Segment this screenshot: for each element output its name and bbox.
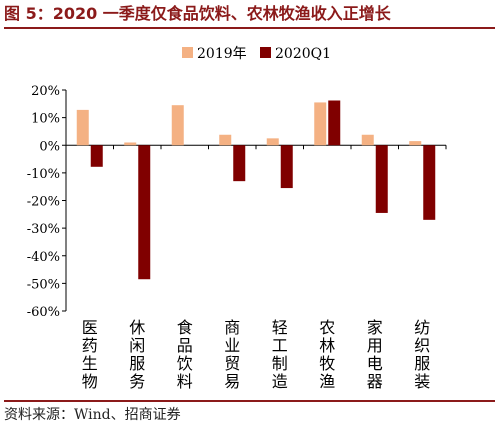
category-label-char: 电 xyxy=(367,354,383,373)
category-label-char: 装 xyxy=(414,372,430,391)
bar-2020q1 xyxy=(328,100,341,146)
y-tick-label: 0% xyxy=(39,139,60,154)
bar-2019 xyxy=(219,134,232,146)
category-label-char: 易 xyxy=(224,372,240,391)
category-label-char: 食 xyxy=(177,318,193,337)
y-tick-label: 10% xyxy=(31,112,60,127)
bar-2019 xyxy=(124,142,137,146)
y-tick-label: -40% xyxy=(27,250,60,265)
category-label-char: 业 xyxy=(224,336,240,355)
category-label-char: 轻 xyxy=(272,318,288,337)
category-label-char: 药 xyxy=(82,336,98,355)
category-label-char: 物 xyxy=(82,372,98,391)
category-label-char: 服 xyxy=(414,354,430,373)
bar-2020q1 xyxy=(423,145,436,220)
category-label-char: 牧 xyxy=(319,354,335,373)
legend-swatch xyxy=(260,47,271,58)
category-label-char: 林 xyxy=(319,336,335,355)
bar-2020q1 xyxy=(233,145,246,182)
bar-2020q1 xyxy=(90,145,103,167)
bar-2020q1 xyxy=(138,145,151,280)
category-label-char: 制 xyxy=(272,354,288,373)
y-tick-label: -50% xyxy=(27,277,60,292)
category-label-char: 农 xyxy=(319,318,335,337)
category-label-char: 织 xyxy=(414,336,430,355)
y-tick-label: 20% xyxy=(31,84,60,99)
category-label-char: 闲 xyxy=(129,336,145,355)
category-label-char: 工 xyxy=(272,336,288,355)
category-label-char: 饮 xyxy=(177,354,193,373)
y-tick-label: -60% xyxy=(27,305,60,320)
bar-2019 xyxy=(266,138,279,146)
bar-2019 xyxy=(361,134,374,146)
legend-label: 2020Q1 xyxy=(275,46,331,62)
y-tick-label: -10% xyxy=(27,167,60,182)
category-label-char: 器 xyxy=(367,372,383,391)
source-note: 资料来源：Wind、招商证券 xyxy=(4,400,495,430)
category-label-char: 医 xyxy=(82,318,98,337)
bar-2020q1 xyxy=(280,145,293,189)
category-label-char: 造 xyxy=(272,372,288,391)
category-label-char: 贸 xyxy=(224,354,240,373)
category-label-char: 服 xyxy=(129,354,145,373)
legend-label: 2019年 xyxy=(197,46,247,62)
category-label-char: 渔 xyxy=(319,372,335,391)
y-tick-label: -30% xyxy=(27,222,60,237)
bar-2019 xyxy=(76,109,89,146)
chart-title: 图 5：2020 一季度仅食品饮料、农林牧渔收入正增长 xyxy=(4,3,495,29)
category-label-char: 生 xyxy=(82,354,98,373)
bar-2019 xyxy=(314,102,327,146)
legend-swatch xyxy=(182,47,193,58)
y-tick-label: -20% xyxy=(27,195,60,210)
category-label-char: 家 xyxy=(367,318,383,337)
bar-2019 xyxy=(409,141,422,146)
bar-2019 xyxy=(171,105,184,146)
category-label-char: 用 xyxy=(367,336,383,355)
category-label-char: 纺 xyxy=(414,318,430,337)
category-label-char: 商 xyxy=(224,318,240,337)
category-label-char: 休 xyxy=(129,318,145,337)
category-label-char: 品 xyxy=(177,336,193,355)
category-label-char: 料 xyxy=(177,372,193,391)
bar-2020q1 xyxy=(375,145,388,213)
category-label-char: 务 xyxy=(129,372,145,391)
